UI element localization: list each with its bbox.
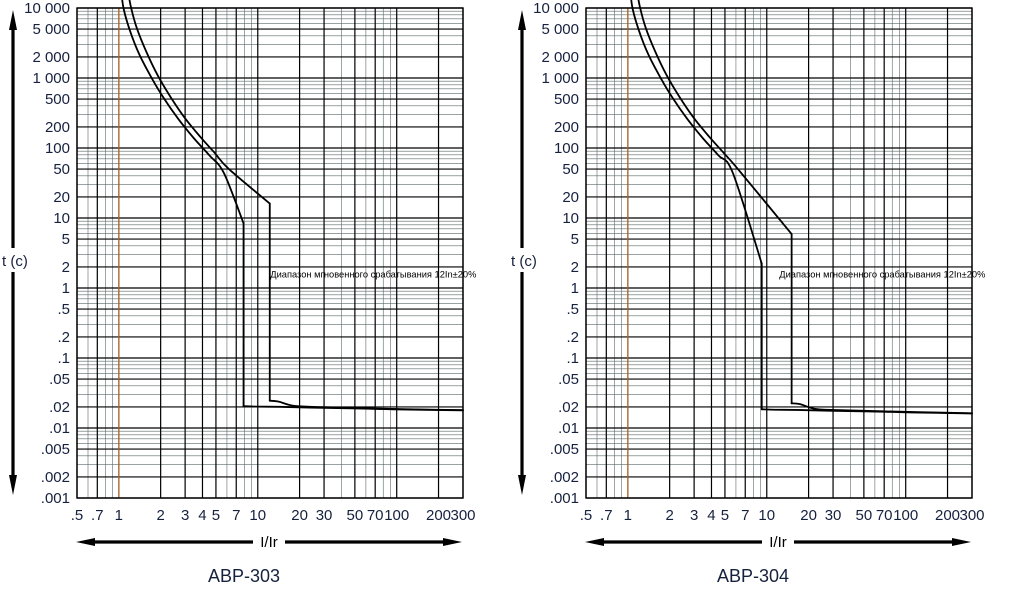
- svg-text:.5: .5: [566, 301, 579, 318]
- svg-text:10: 10: [249, 507, 266, 524]
- svg-text:.5: .5: [580, 507, 593, 524]
- svg-text:.05: .05: [558, 371, 579, 388]
- svg-text:20: 20: [562, 189, 579, 206]
- svg-text:50: 50: [562, 161, 579, 178]
- svg-text:t (c): t (c): [2, 253, 28, 270]
- svg-text:.05: .05: [49, 371, 70, 388]
- svg-text:.5: .5: [71, 507, 84, 524]
- svg-text:Диапазон мгновенного срабатыв: Диапазон мгновенного срабатывания 12In±2…: [270, 269, 476, 279]
- svg-text:20: 20: [800, 507, 817, 524]
- svg-text:50: 50: [53, 161, 70, 178]
- svg-text:10: 10: [758, 507, 775, 524]
- svg-text:1: 1: [115, 507, 123, 524]
- svg-text:2: 2: [665, 507, 673, 524]
- svg-text:10 000: 10 000: [24, 0, 70, 17]
- svg-text:2 000: 2 000: [541, 49, 579, 66]
- svg-text:2 000: 2 000: [32, 49, 70, 66]
- svg-text:70: 70: [367, 507, 384, 524]
- svg-text:ABP-303: ABP-303: [208, 566, 280, 586]
- svg-text:50: 50: [347, 507, 364, 524]
- svg-text:1: 1: [624, 507, 632, 524]
- svg-text:Диапазон мгновенного срабатыв: Диапазон мгновенного срабатывания 12In±2…: [779, 269, 985, 279]
- svg-text:4: 4: [198, 507, 206, 524]
- svg-text:100: 100: [384, 507, 409, 524]
- svg-text:200: 200: [554, 119, 579, 136]
- svg-text:t (c): t (c): [511, 253, 537, 270]
- svg-text:.005: .005: [41, 441, 70, 458]
- svg-text:200: 200: [45, 119, 70, 136]
- svg-text:200: 200: [426, 507, 451, 524]
- svg-text:2: 2: [62, 259, 70, 276]
- svg-text:5: 5: [721, 507, 729, 524]
- svg-text:.5: .5: [57, 301, 70, 318]
- svg-text:5 000: 5 000: [32, 21, 70, 38]
- svg-text:1: 1: [62, 280, 70, 297]
- svg-text:ABP-304: ABP-304: [717, 566, 789, 586]
- svg-text:I/Ir: I/Ir: [260, 534, 278, 551]
- svg-text:.1: .1: [57, 350, 70, 367]
- svg-text:.2: .2: [57, 329, 70, 346]
- svg-text:2: 2: [156, 507, 164, 524]
- svg-text:20: 20: [53, 189, 70, 206]
- svg-text:5: 5: [212, 507, 220, 524]
- svg-text:300: 300: [959, 507, 984, 524]
- svg-text:.002: .002: [550, 469, 579, 486]
- svg-text:20: 20: [291, 507, 308, 524]
- svg-text:2: 2: [571, 259, 579, 276]
- svg-text:7: 7: [232, 507, 240, 524]
- svg-text:.001: .001: [550, 490, 579, 507]
- svg-text:500: 500: [45, 91, 70, 108]
- svg-text:50: 50: [856, 507, 873, 524]
- svg-text:10: 10: [53, 210, 70, 227]
- svg-text:100: 100: [554, 140, 579, 157]
- svg-text:.02: .02: [49, 399, 70, 416]
- svg-text:1: 1: [571, 280, 579, 297]
- svg-text:1 000: 1 000: [32, 70, 70, 87]
- svg-text:5: 5: [571, 231, 579, 248]
- svg-text:100: 100: [893, 507, 918, 524]
- svg-text:5: 5: [62, 231, 70, 248]
- svg-text:3: 3: [181, 507, 189, 524]
- svg-text:10 000: 10 000: [533, 0, 579, 17]
- svg-text:.001: .001: [41, 490, 70, 507]
- svg-text:70: 70: [876, 507, 893, 524]
- svg-text:.01: .01: [558, 420, 579, 437]
- svg-text:.002: .002: [41, 469, 70, 486]
- svg-text:.2: .2: [566, 329, 579, 346]
- svg-text:.1: .1: [566, 350, 579, 367]
- svg-text:3: 3: [690, 507, 698, 524]
- svg-text:5 000: 5 000: [541, 21, 579, 38]
- svg-text:100: 100: [45, 140, 70, 157]
- svg-text:4: 4: [707, 507, 715, 524]
- svg-text:30: 30: [825, 507, 842, 524]
- svg-text:30: 30: [316, 507, 333, 524]
- svg-text:1 000: 1 000: [541, 70, 579, 87]
- svg-text:.02: .02: [558, 399, 579, 416]
- svg-text:10: 10: [562, 210, 579, 227]
- svg-text:500: 500: [554, 91, 579, 108]
- svg-text:.01: .01: [49, 420, 70, 437]
- svg-text:200: 200: [935, 507, 960, 524]
- svg-text:I/Ir: I/Ir: [769, 534, 787, 551]
- svg-text:.7: .7: [91, 507, 104, 524]
- svg-text:.005: .005: [550, 441, 579, 458]
- svg-text:.7: .7: [600, 507, 613, 524]
- svg-text:300: 300: [450, 507, 475, 524]
- svg-text:7: 7: [741, 507, 749, 524]
